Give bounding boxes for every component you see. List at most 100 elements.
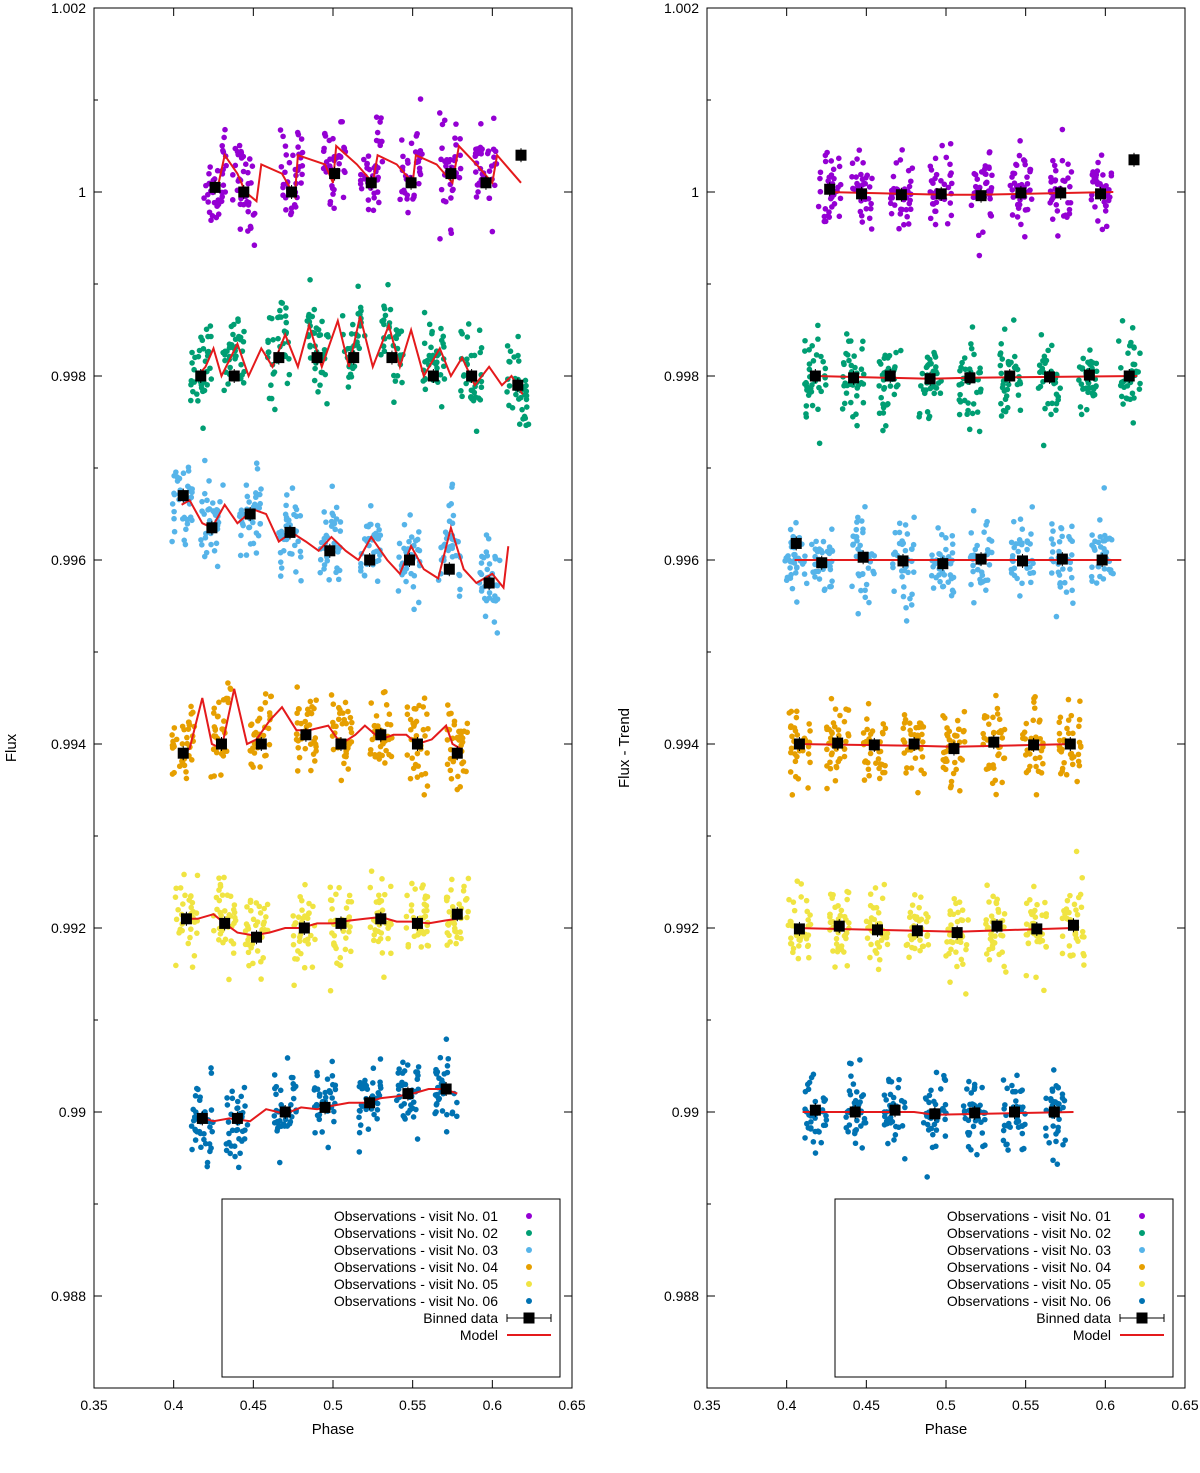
binned-point (195, 370, 207, 382)
observation-point (898, 568, 905, 574)
observation-point (233, 353, 239, 359)
observation-point (876, 358, 883, 365)
binned-point (451, 908, 463, 920)
observation-point (180, 470, 187, 477)
observation-point (492, 148, 499, 155)
observation-point (1064, 897, 1071, 904)
observation-point (1056, 719, 1063, 726)
observation-point (332, 943, 338, 949)
observation-point (203, 549, 210, 556)
observation-point (422, 895, 428, 902)
observation-point (949, 550, 956, 556)
observation-point (277, 559, 284, 565)
observation-point (900, 725, 907, 732)
observation-point (833, 764, 840, 771)
observation-point (987, 764, 993, 771)
observation-point (280, 181, 287, 188)
observation-point (1076, 723, 1082, 730)
binned-point (897, 555, 909, 567)
observation-point (448, 775, 455, 782)
binned-point (375, 913, 387, 925)
observation-point (926, 356, 933, 363)
observation-point (347, 714, 354, 721)
observation-point (858, 212, 865, 219)
observation-point (1063, 771, 1070, 778)
observation-point (890, 173, 897, 180)
observation-point (823, 1112, 829, 1119)
observation-point (413, 1106, 419, 1113)
observation-point (904, 213, 910, 220)
observation-point (832, 706, 839, 712)
y-tick-label: 0.996 (664, 552, 699, 568)
observation-point (262, 699, 269, 706)
observation-point (457, 165, 464, 172)
observation-point (853, 534, 860, 540)
observation-point (290, 941, 297, 948)
observation-point (208, 217, 214, 224)
legend-marker (1136, 1312, 1148, 1324)
observation-point (1063, 906, 1070, 912)
observation-point (377, 935, 384, 942)
observation-point (457, 586, 463, 593)
observation-point (525, 421, 532, 428)
observation-point (900, 593, 907, 600)
observation-point (1077, 404, 1084, 410)
observation-point (325, 333, 332, 340)
observation-point (1091, 545, 1098, 552)
observation-point (1068, 552, 1075, 558)
observation-point (188, 494, 195, 501)
observation-point (855, 546, 861, 552)
observation-point (1056, 737, 1063, 744)
observation-point (326, 576, 332, 583)
observation-point (817, 175, 823, 182)
observation-point (171, 725, 178, 731)
observation-point (953, 949, 959, 955)
binned-point (1009, 1106, 1021, 1118)
observation-point (335, 716, 342, 723)
observation-point (820, 538, 827, 545)
observation-point (320, 165, 327, 172)
observation-point (1017, 407, 1024, 414)
observation-point (899, 147, 905, 153)
observation-point (421, 792, 428, 798)
observation-point (177, 885, 184, 891)
observation-point (446, 932, 452, 939)
observation-point (904, 941, 911, 948)
observation-point (245, 949, 252, 956)
observation-point (1065, 175, 1071, 181)
observation-point (253, 494, 259, 501)
observation-point (295, 144, 301, 150)
observation-point (348, 331, 355, 337)
observation-point (216, 875, 222, 881)
observation-point (818, 547, 825, 554)
observation-point (222, 357, 228, 364)
observation-point (447, 156, 453, 163)
observation-point (516, 421, 523, 428)
observation-point (208, 1107, 215, 1113)
observation-point (884, 930, 891, 937)
observation-point (374, 578, 381, 585)
observation-point (1024, 174, 1030, 180)
observation-point (201, 195, 207, 201)
observation-point (1057, 580, 1064, 586)
observation-point (815, 336, 821, 342)
observation-point (805, 917, 811, 923)
observation-point (173, 469, 179, 475)
observation-point (258, 976, 264, 982)
binned-point (790, 537, 802, 549)
observation-point (294, 768, 301, 774)
observation-point (257, 764, 263, 770)
observation-point (214, 563, 221, 570)
observation-point (803, 379, 809, 386)
observation-point (1102, 202, 1109, 209)
observation-point (1079, 928, 1086, 935)
observation-point (852, 364, 858, 371)
observation-point (358, 308, 364, 314)
observation-point (251, 730, 258, 737)
observation-point (943, 546, 949, 553)
observation-point (368, 502, 374, 509)
observation-point (486, 561, 493, 567)
observation-point (347, 725, 354, 732)
observation-point (1021, 729, 1028, 735)
